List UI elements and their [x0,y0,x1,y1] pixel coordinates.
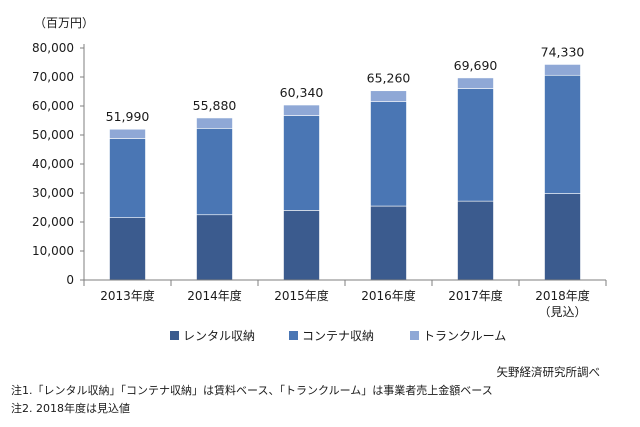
y-tick-label: 80,000 [32,41,74,55]
y-tick-label: 30,000 [32,186,74,200]
bar-segment-1 [109,217,146,281]
footnote-1: 注1.「レンタル収納」「コンテナ収納」は賃料ベース、「トランクルーム」は事業者売… [11,384,493,397]
bar-segment-2 [283,115,320,211]
y-tick-label: 20,000 [32,215,74,229]
footnote-2: 注2. 2018年度は見込値 [11,402,130,415]
bar-segment-1 [196,214,233,281]
bar-series-group [109,64,581,281]
bar-segment-2 [370,101,407,207]
x-tick-label: 2014年度 [187,288,242,303]
legend-label: レンタル収納 [183,329,255,343]
bar-segment-3 [109,128,146,139]
x-tick-label: 2013年度 [100,288,155,303]
total-label: 60,340 [280,85,324,100]
bar-segment-1 [283,210,320,281]
bar-segment-2 [544,74,581,194]
bar-segment-2 [196,128,233,216]
bar-segment-1 [370,205,407,281]
y-tick-label: 50,000 [32,128,74,142]
x-tick-label: 2015年度 [274,288,329,303]
y-tick-label: 70,000 [32,70,74,84]
total-label: 74,330 [541,44,585,59]
bar-segment-3 [283,104,320,116]
x-axis-labels: 2013年度 2014年度 2015年度 2016年度 2017年度 2018年度 （見込） [83,280,607,319]
bar-segment-3 [196,117,233,129]
legend-label: コンテナ収納 [302,329,374,343]
bar-segment-1 [457,200,494,281]
chart-axes [83,44,606,281]
y-axis-ticks: 0 10,000 20,000 30,000 40,000 50,000 60,000 70,… [32,41,84,287]
x-tick-label: 2017年度 [448,288,503,303]
bar-segment-3 [370,90,407,102]
total-label: 69,690 [454,58,498,73]
bar-segment-3 [544,64,581,76]
bar-segment-2 [457,88,494,202]
y-axis-unit-label: （百万円） [34,16,95,30]
bar-segment-1 [544,193,581,281]
total-label: 65,260 [367,71,411,86]
legend-label: トランクルーム [423,329,506,343]
bar-segment-3 [457,77,494,89]
x-tick-label: 2018年度 [535,288,590,303]
legend-swatch [289,331,298,340]
legend-swatch [170,331,179,340]
source-note: 矢野経済研究所調べ [496,365,601,379]
bar-segment-2 [109,138,146,218]
y-tick-label: 10,000 [32,244,74,258]
x-tick-label: 2016年度 [361,288,416,303]
legend-swatch [410,331,419,340]
total-label: 51,990 [106,109,150,124]
total-value-labels: 51,990 55,880 60,340 65,260 69,690 74,330 [106,44,585,124]
x-tick-sublabel: （見込） [538,305,586,319]
y-tick-label: 0 [66,273,74,287]
total-label: 55,880 [193,98,237,113]
y-tick-label: 40,000 [32,157,74,171]
chart-legend: レンタル収納 コンテナ収納 トランクルーム [170,329,506,343]
y-tick-label: 60,000 [32,99,74,113]
